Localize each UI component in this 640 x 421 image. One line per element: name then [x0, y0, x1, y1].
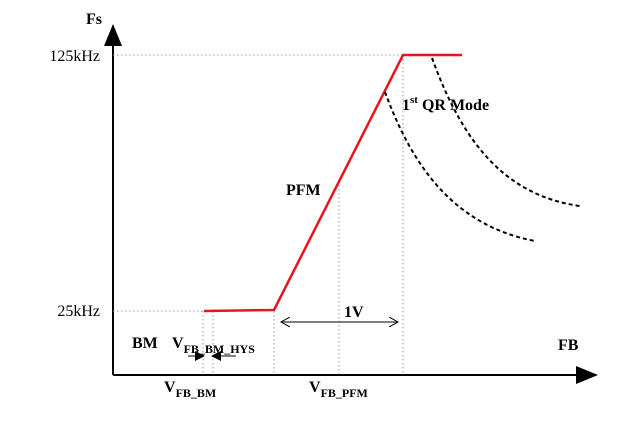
qr-curve — [384, 91, 536, 242]
qr-superscript: st — [410, 94, 418, 106]
v-bm-label: VFB_BM — [164, 379, 216, 400]
frequency-curve — [203, 53, 462, 313]
y-axis-label: Fs — [86, 11, 102, 28]
bm-label: BM — [132, 335, 158, 352]
pfm-label: PFM — [286, 182, 321, 199]
qr-text: QR Mode — [422, 97, 489, 114]
v-sub: FB_BM_HYS — [184, 342, 256, 356]
v-sub: FB_PFM — [321, 386, 368, 400]
qr-mode-label: 1st QR Mode — [402, 94, 489, 114]
y-tick-label: 125kHz — [49, 48, 100, 65]
v-pfm-label: VFB_PFM — [309, 379, 368, 400]
v-hys-label: VFB_BM_HYS — [172, 335, 255, 356]
guides — [113, 54, 404, 375]
qr-curve — [431, 57, 581, 207]
v-main: V — [309, 379, 321, 396]
x-axis-label: FB — [558, 337, 579, 354]
y-tick-label: 25kHz — [57, 303, 100, 320]
v-main: V — [172, 335, 184, 352]
span-label: 1V — [344, 304, 364, 321]
qr-number: 1 — [402, 97, 410, 114]
v-main: V — [164, 379, 176, 396]
v-sub: FB_BM — [176, 386, 217, 400]
